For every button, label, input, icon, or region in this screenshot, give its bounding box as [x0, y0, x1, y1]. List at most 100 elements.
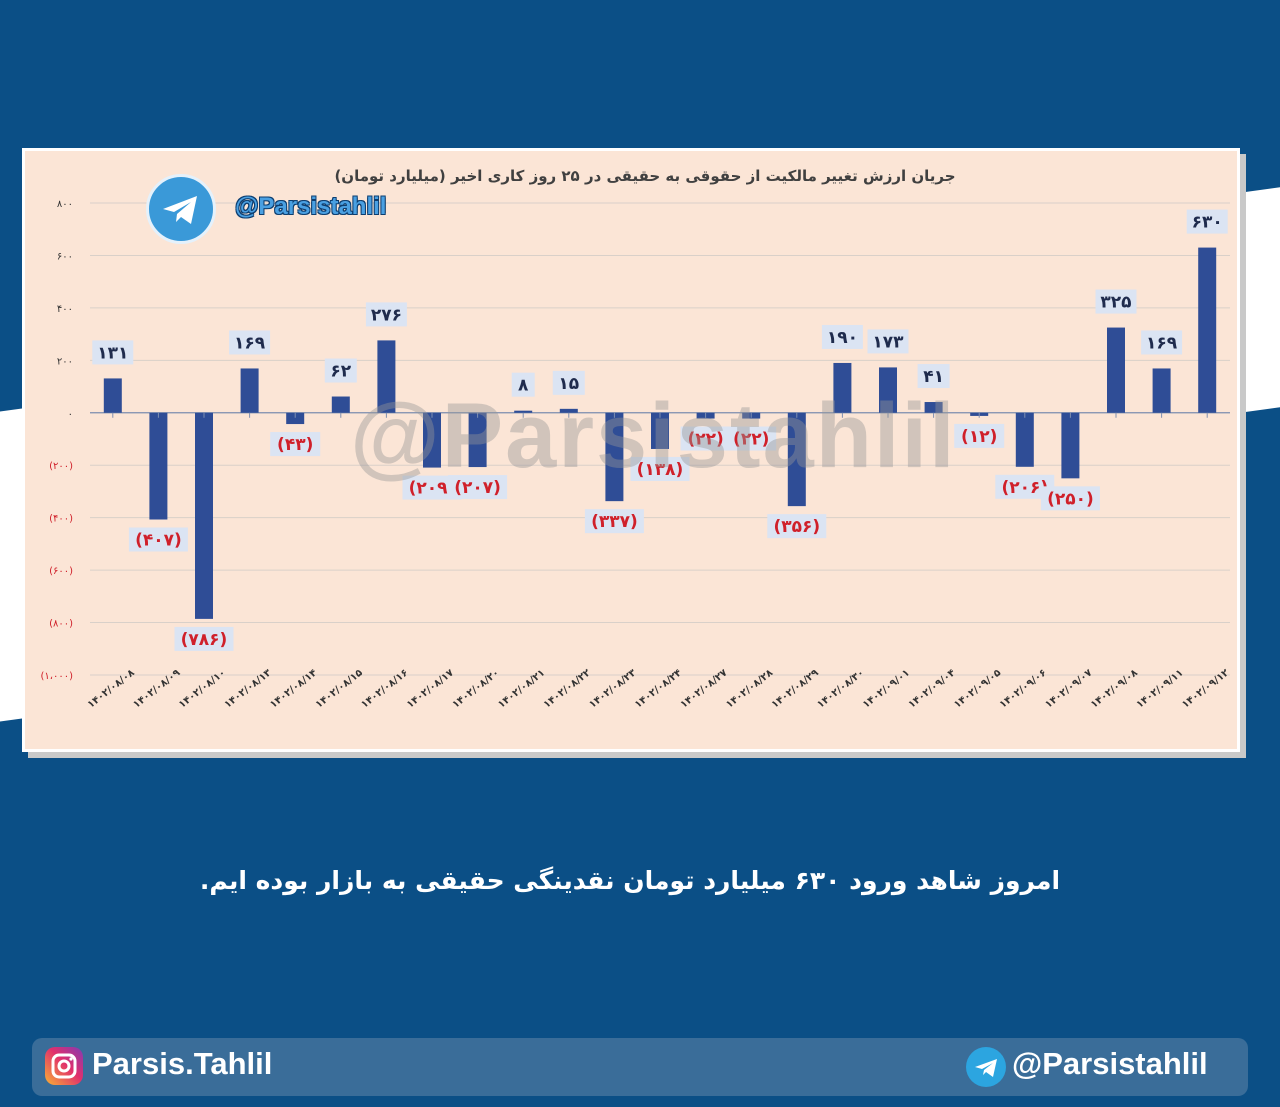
x-tick-label: ۱۴۰۲/۰۸/۰۹	[131, 667, 182, 710]
x-tick-label: ۱۴۰۲/۰۹/۱۲	[1180, 667, 1231, 710]
x-tick-label: ۱۴۰۲/۰۹/۰۸	[1089, 667, 1140, 710]
x-tick-label: ۱۴۰۲/۰۹/۰۷	[1043, 667, 1094, 710]
x-tick-label: ۱۴۰۲/۰۸/۰۸	[86, 667, 137, 710]
footer-bar	[32, 1038, 1248, 1096]
data-label: (۳۳۷)	[591, 512, 638, 532]
data-label-box	[584, 509, 644, 534]
data-label: ۶۳۰	[1192, 213, 1223, 233]
bar	[514, 410, 533, 413]
data-label-box	[1186, 209, 1228, 234]
bar	[331, 396, 350, 413]
x-tick-label: ۱۴۰۲/۰۸/۲۰	[451, 667, 502, 710]
data-label-box	[917, 364, 950, 389]
y-tick-label: (۴۰۰)	[49, 514, 73, 525]
bar	[879, 367, 897, 413]
y-tick-label: ۸۰۰	[57, 199, 73, 210]
x-tick-label: ۱۴۰۲/۰۸/۱۰	[177, 667, 228, 710]
data-label: (۲۰۹)	[409, 479, 456, 499]
bar	[1107, 327, 1125, 413]
data-label-box	[680, 426, 731, 451]
data-label: (۲۰۷)	[454, 478, 501, 498]
data-label-box	[511, 372, 535, 397]
data-label-box	[767, 514, 827, 539]
data-label: ۶۲	[330, 362, 351, 382]
y-tick-label: (۶۰۰)	[49, 566, 73, 577]
data-label-box	[1141, 330, 1183, 355]
bar	[195, 412, 213, 619]
bar	[423, 412, 441, 468]
x-tick-label: ۱۴۰۲/۰۹/۰۶	[998, 667, 1049, 710]
data-label: ۴۱	[923, 367, 944, 387]
caption-text: امروز شاهد ورود ۶۳۰ میلیارد تومان نقدینگ…	[199, 866, 1061, 895]
y-tick-label: (۸۰۰)	[49, 619, 73, 630]
data-label: (۷۸۶)	[181, 630, 228, 650]
bar	[787, 412, 806, 507]
x-tick-label: ۱۴۰۲/۰۸/۱۷	[405, 667, 456, 710]
data-label-box	[630, 456, 690, 481]
bar	[286, 412, 305, 425]
x-tick-label: ۱۴۰۲/۰۸/۳۰	[815, 667, 866, 710]
data-label-box	[1040, 486, 1100, 511]
data-label-box	[1095, 289, 1137, 314]
bar	[605, 412, 624, 502]
chart-panel: ۸۰۰ ۶۰۰ ۴۰۰ ۲۰۰ ۰ (۲۰۰) (۴۰۰) (۶۰۰) (۸۰۰) (۱،۰۰۰)…	[22, 148, 1240, 752]
y-tick-label: (۲۰۰)	[49, 461, 73, 472]
data-label: (۴۰۷)	[135, 531, 182, 551]
watermark: @Parsistahlil	[350, 385, 957, 487]
data-label: ۱۵	[558, 374, 579, 394]
bar	[240, 368, 259, 413]
bar	[651, 412, 669, 449]
data-label-box	[726, 426, 777, 451]
x-tick-label: ۱۴۰۲/۰۸/۲۸	[724, 667, 775, 710]
x-tick-label: ۱۴۰۲/۰۸/۱۶	[359, 667, 410, 710]
x-tick-label: ۱۴۰۲/۰۸/۱۵	[314, 667, 365, 710]
telegram-handle-footer[interactable]: @Parsistahlil	[1012, 1046, 1208, 1081]
data-label-box	[92, 340, 134, 365]
chart-title: جریان ارزش تغییر مالکیت از حقوقی به حقیق…	[334, 167, 956, 185]
bar	[559, 408, 578, 413]
x-tick-label: ۱۴۰۲/۰۹/۱۱	[1135, 667, 1186, 710]
data-label: ۱۳۱	[97, 343, 128, 363]
x-tick-label: ۱۴۰۲/۰۸/۲۳	[587, 667, 638, 710]
bar	[149, 412, 168, 520]
data-label-box	[448, 475, 508, 500]
instagram-handle[interactable]: Parsis.Tahlil	[92, 1046, 273, 1081]
background-stripe-right	[1240, 187, 1280, 413]
y-tick-label: ۴۰۰	[57, 304, 73, 315]
y-tick-label: ۰	[68, 409, 73, 420]
bar	[1152, 368, 1171, 413]
telegram-handle[interactable]: @Parsistahlil	[235, 193, 387, 220]
data-label: ۳۲۵	[1100, 293, 1131, 313]
data-label: ۲۷۶	[371, 305, 402, 325]
data-label-box	[324, 358, 357, 383]
instagram-icon[interactable]	[45, 1047, 83, 1085]
data-label: (۱۳۸)	[637, 460, 684, 480]
telegram-icon[interactable]	[966, 1047, 1006, 1087]
x-tick-label: ۱۴۰۲/۰۸/۲۱	[496, 667, 547, 710]
data-label: ۱۹۰	[827, 328, 858, 348]
x-tick-label: ۱۴۰۲/۰۸/۲۲	[542, 667, 593, 710]
bar	[103, 378, 122, 413]
data-label: (۳۵۶)	[773, 517, 820, 537]
bar	[1198, 247, 1217, 413]
x-tick-label: ۱۴۰۲/۰۹/۰۴	[907, 667, 958, 710]
data-label-box	[552, 370, 585, 395]
x-tick-label: ۱۴۰۲/۰۸/۱۴	[268, 667, 319, 710]
data-label-box	[174, 626, 234, 651]
data-label: (۲۲)	[733, 430, 769, 450]
data-label-box	[229, 330, 271, 355]
x-tick-label: ۱۴۰۲/۰۸/۲۹	[770, 667, 821, 710]
x-tick-label: ۱۴۰۲/۰۸/۲۴	[633, 667, 684, 710]
y-tick-label: ۲۰۰	[57, 356, 73, 367]
data-label-box	[128, 527, 188, 552]
data-label: (۲۲)	[687, 430, 723, 450]
data-label: (۲۵۰)	[1047, 489, 1094, 509]
x-tick-label: ۱۴۰۲/۰۸/۱۳	[223, 667, 274, 710]
y-tick-label: (۱،۰۰۰)	[40, 671, 73, 682]
telegram-logo-icon	[146, 174, 216, 244]
bar	[924, 402, 943, 413]
bar	[468, 412, 487, 468]
data-label-box	[270, 432, 321, 457]
x-tick-label: ۱۴۰۲/۰۸/۲۷	[679, 667, 730, 710]
data-label-box	[954, 423, 1005, 448]
